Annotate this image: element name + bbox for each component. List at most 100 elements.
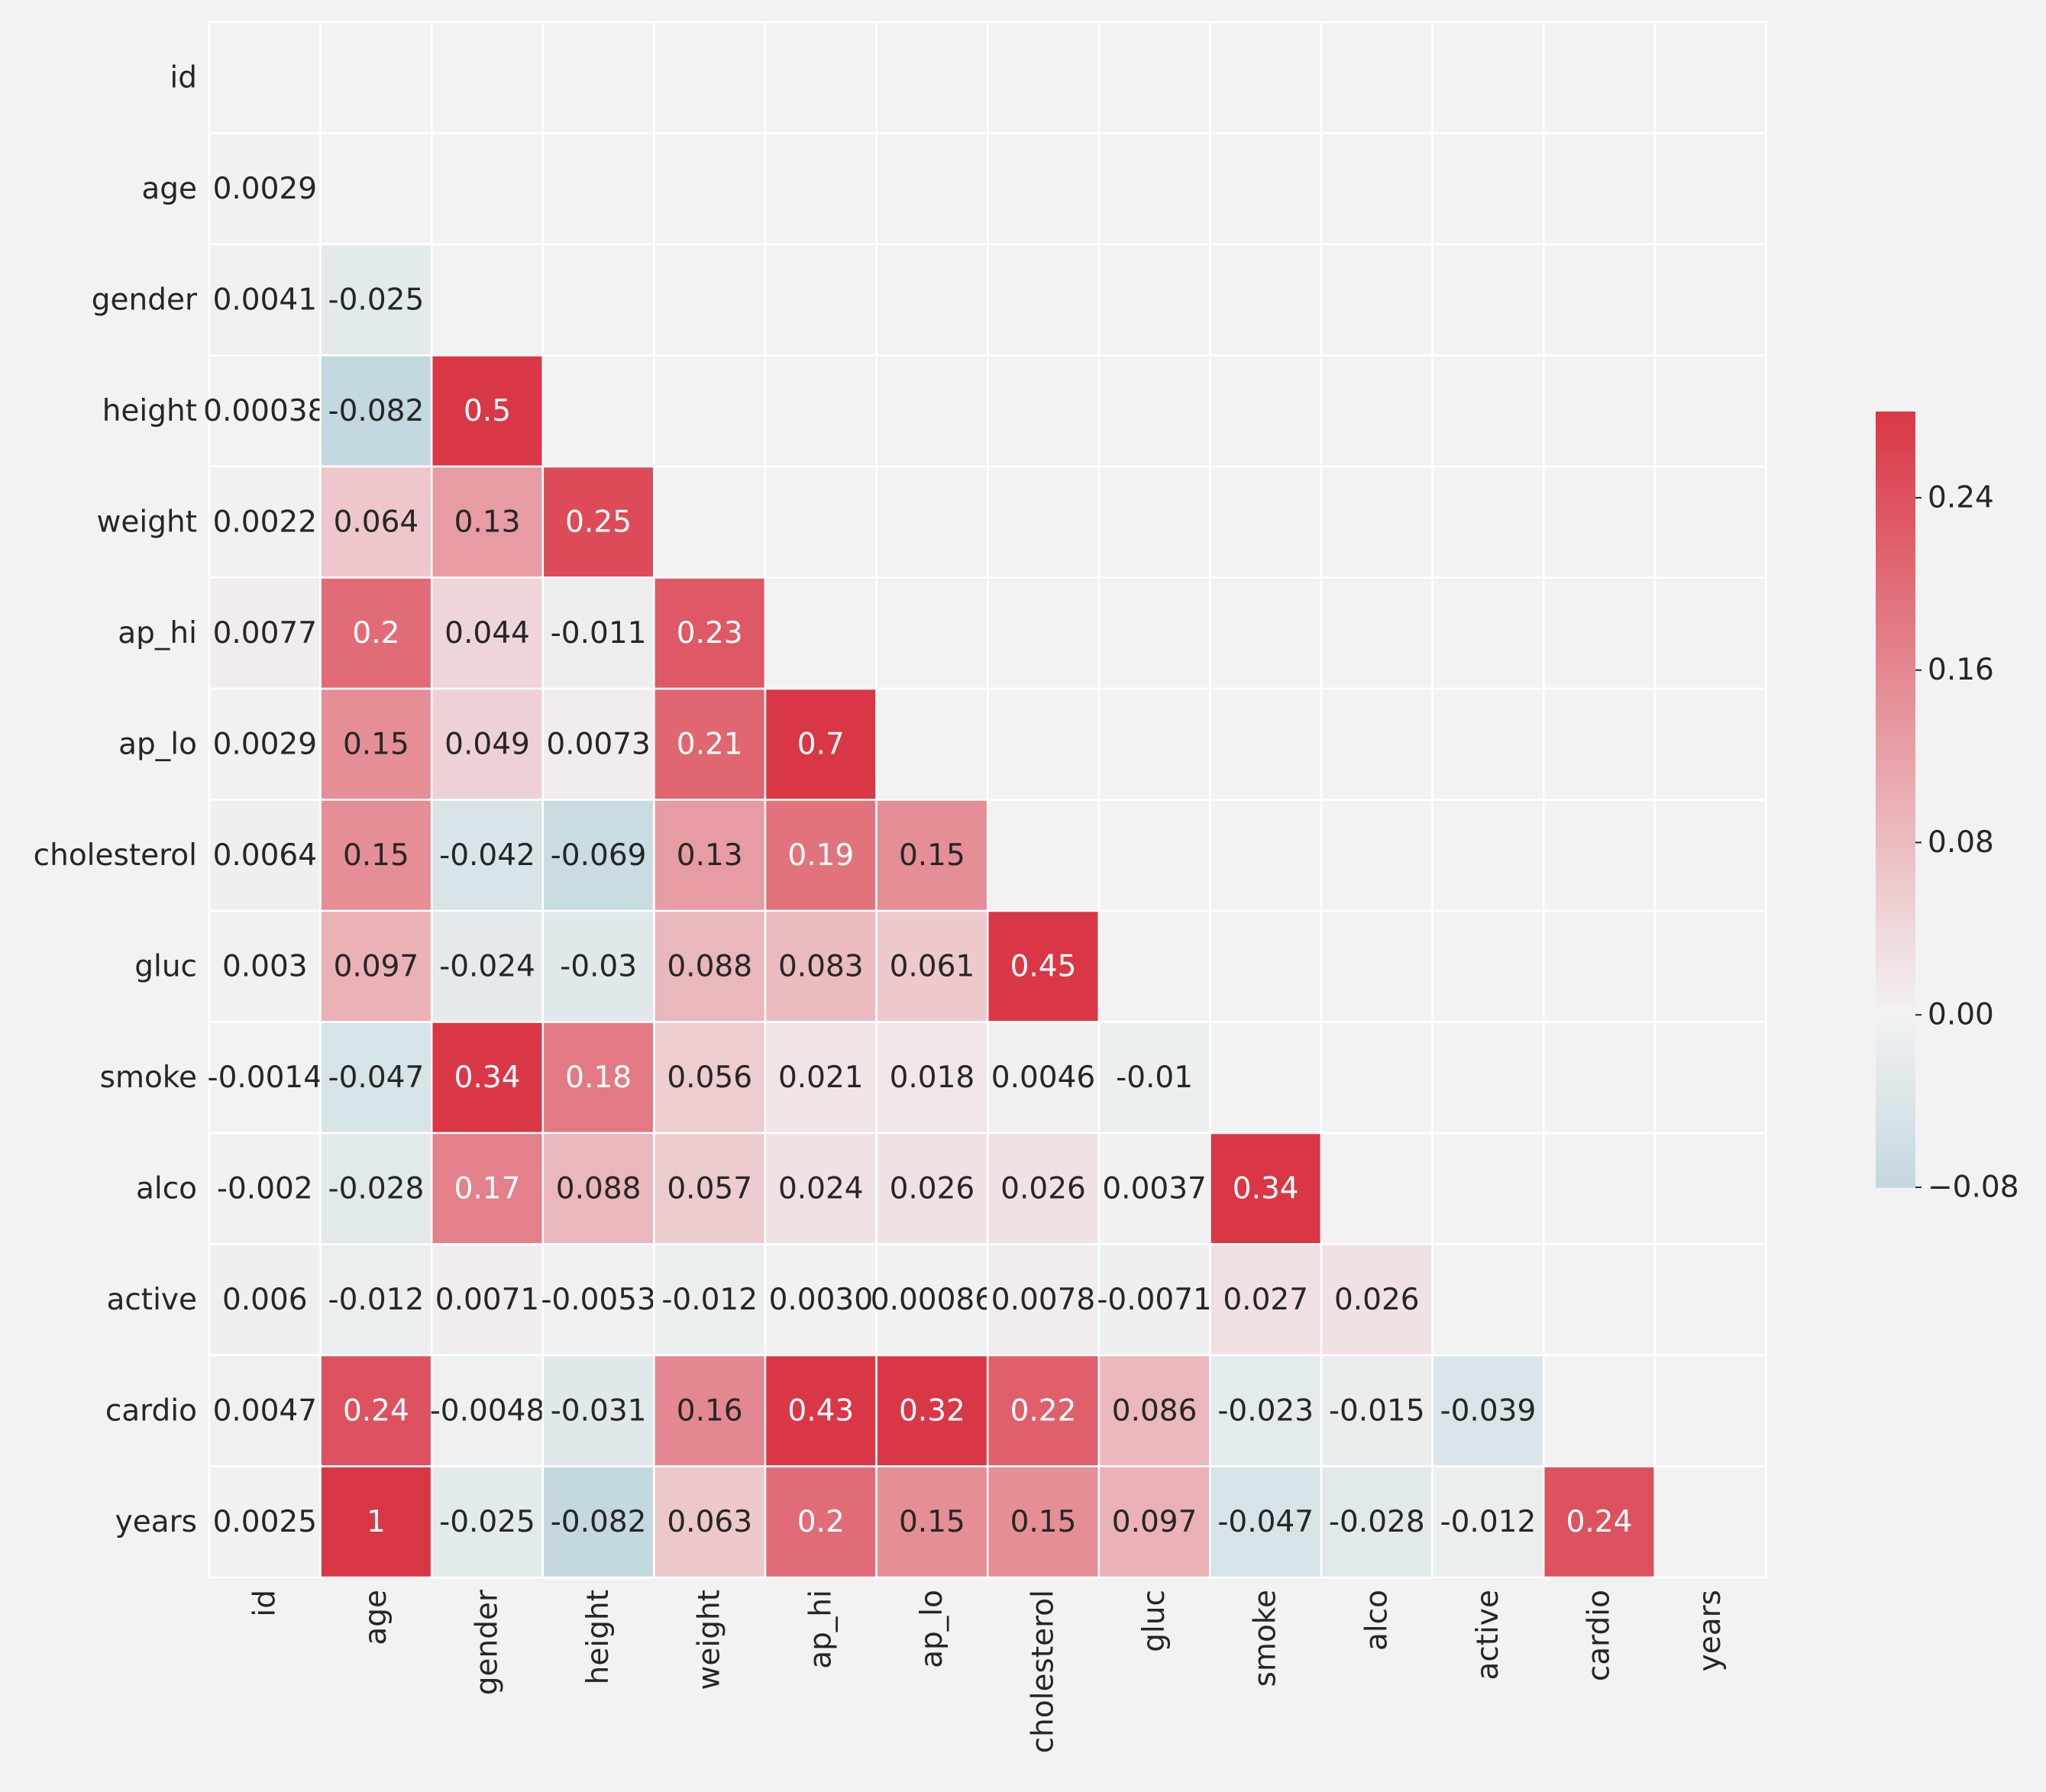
colorbar-segment	[1876, 888, 1915, 893]
colorbar-segment	[1876, 574, 1915, 580]
colorbar-segment	[1876, 776, 1915, 781]
colorbar-segment	[1876, 442, 1915, 447]
colorbar-segment	[1876, 764, 1915, 769]
colorbar-segment	[1876, 1113, 1915, 1119]
colorbar-segment	[1876, 543, 1915, 548]
colorbar-segment	[1876, 1160, 1915, 1165]
heatmap-cell	[430, 799, 545, 912]
cell-value-label: -0.028	[328, 1171, 425, 1206]
cell-value-label: 0.083	[778, 949, 864, 983]
colorbar-segment	[1876, 628, 1915, 634]
colorbar-segment	[1876, 803, 1915, 808]
heatmap-cell	[653, 1132, 767, 1245]
colorbar-segment	[1876, 1121, 1915, 1126]
colorbar-segment	[1876, 748, 1915, 754]
colorbar-segment	[1876, 880, 1915, 886]
heatmap-cell	[653, 909, 767, 1023]
colorbar-segment	[1876, 760, 1915, 765]
colorbar-segment	[1876, 559, 1915, 563]
colorbar-segment	[1876, 966, 1915, 971]
colorbar-segment	[1876, 826, 1915, 831]
colorbar-segment	[1876, 582, 1915, 587]
colorbar-segment	[1876, 744, 1915, 750]
colorbar-segment	[1876, 640, 1915, 645]
colorbar-segment	[1876, 656, 1915, 660]
heatmap-cell	[764, 1243, 878, 1357]
colorbar-segment	[1876, 698, 1915, 703]
cell-value-label: 0.24	[1566, 1505, 1633, 1539]
cell-value-label: 0.5	[464, 394, 511, 428]
cell-value-label: -0.015	[1329, 1393, 1425, 1428]
colorbar-segment	[1876, 958, 1915, 963]
cell-value-label: -0.047	[328, 1061, 425, 1095]
cell-value-label: -0.03	[560, 949, 637, 983]
row-tick-label: weight	[97, 505, 198, 539]
colorbar-segment	[1876, 927, 1915, 932]
heatmap-cell	[1097, 1354, 1211, 1468]
colorbar-segment	[1876, 632, 1915, 638]
cell-value-label: -0.002	[217, 1171, 313, 1206]
colorbar-segment	[1876, 1024, 1915, 1029]
cell-value-label: 0.026	[1000, 1171, 1086, 1206]
row-tick-label: ap_hi	[118, 616, 197, 651]
colorbar-segment	[1876, 838, 1915, 843]
colorbar-segment	[1876, 1016, 1915, 1022]
colorbar-segment	[1876, 989, 1915, 994]
heatmap-cell	[319, 1243, 433, 1357]
heatmap-cell	[1209, 1132, 1323, 1245]
cell-value-label: 0.044	[444, 616, 530, 651]
cell-value-label: 0.064	[334, 505, 419, 539]
heatmap-cell	[319, 243, 433, 357]
cell-value-label: -0.025	[439, 1505, 535, 1539]
cell-value-label: 1	[367, 1505, 386, 1539]
colorbar-segment	[1876, 915, 1915, 921]
colorbar-segment	[1876, 1132, 1915, 1138]
colorbar-tick-label: −0.08	[1928, 1170, 2019, 1205]
colorbar-segment	[1876, 412, 1915, 416]
heatmap-cell	[319, 465, 433, 579]
colorbar-segment	[1876, 1035, 1915, 1041]
colorbar-segment	[1876, 671, 1915, 676]
cell-value-label: -0.023	[1217, 1393, 1314, 1428]
column-tick-label: id	[247, 1590, 282, 1617]
cell-value-label: 0.049	[444, 727, 530, 761]
colorbar-segment	[1876, 935, 1915, 940]
colorbar-segment	[1876, 1175, 1915, 1180]
colorbar-segment	[1876, 1167, 1915, 1173]
column-tick-label: cardio	[1582, 1590, 1617, 1681]
colorbar-segment	[1876, 660, 1915, 664]
heatmap-cell	[653, 576, 767, 690]
row-tick-label: ap_lo	[118, 727, 197, 761]
heatmap-cell	[208, 909, 322, 1023]
colorbar-segment	[1876, 694, 1915, 699]
colorbar-segment	[1876, 683, 1915, 688]
colorbar-segment	[1876, 679, 1915, 684]
colorbar-segment	[1876, 1051, 1915, 1056]
colorbar-segment	[1876, 780, 1915, 785]
colorbar-segment	[1876, 962, 1915, 967]
colorbar-segment	[1876, 1082, 1915, 1087]
cell-value-label: 0.13	[677, 838, 743, 873]
colorbar-segment	[1876, 938, 1915, 944]
cell-value-label: -0.047	[1217, 1505, 1314, 1539]
colorbar-segment	[1876, 815, 1915, 819]
colorbar-segment	[1876, 1094, 1915, 1099]
colorbar-segment	[1876, 477, 1915, 483]
colorbar-segment	[1876, 1078, 1915, 1083]
cell-value-label: 0.13	[454, 505, 521, 539]
heatmap-cell	[653, 1465, 767, 1579]
cell-value-label: 0.17	[454, 1171, 521, 1206]
colorbar-segment	[1876, 725, 1915, 731]
colorbar-segment	[1876, 834, 1915, 839]
row-tick-label: gender	[92, 283, 198, 317]
heatmap-cell	[430, 1465, 545, 1579]
colorbar-segment	[1876, 822, 1915, 828]
colorbar-segment	[1876, 500, 1915, 505]
cell-value-label: 0.0022	[213, 505, 317, 539]
colorbar-segment	[1876, 531, 1915, 537]
colorbar-segment	[1876, 636, 1915, 641]
colorbar-segment	[1876, 690, 1915, 696]
heatmap-cell	[208, 1021, 322, 1135]
cell-value-label: 0.2	[797, 1505, 845, 1539]
cell-value-label: 0.088	[556, 1171, 642, 1206]
